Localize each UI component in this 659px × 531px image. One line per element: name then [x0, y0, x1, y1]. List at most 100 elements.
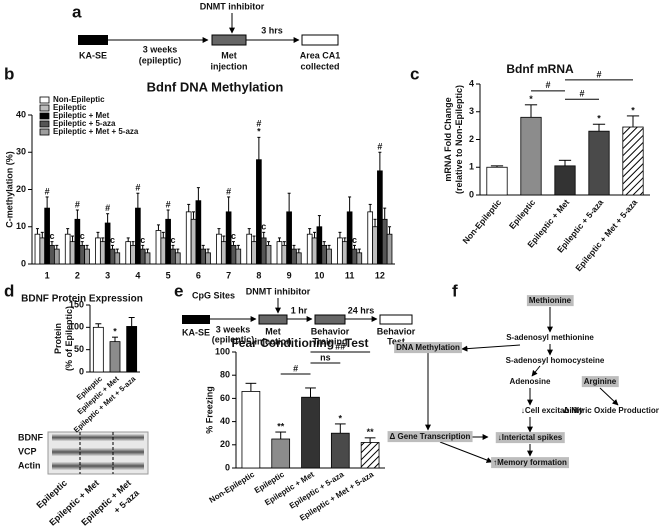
bar — [170, 248, 176, 265]
bar — [330, 432, 350, 469]
y-tick-label: 30 — [16, 147, 26, 157]
pathway-node: S-adenosyl methionine — [506, 333, 594, 342]
comparison-label: ## — [335, 341, 345, 351]
y-tick-label: 80 — [220, 370, 230, 380]
step-label: Behavior — [377, 326, 416, 336]
chart-panel: BDNF Protein Expression 0 50 100 150 Protein(… — [21, 294, 143, 435]
bar — [69, 241, 76, 265]
bar — [99, 241, 106, 265]
legend-swatch — [39, 96, 50, 104]
bar — [316, 226, 323, 265]
comparison-label: # — [596, 69, 601, 79]
legend-swatch — [39, 112, 50, 120]
y-tick-label: 0 — [21, 258, 26, 268]
x-tick-label: Non-Epileptic — [208, 470, 257, 505]
bar — [139, 248, 146, 265]
step-label: injection — [254, 336, 291, 346]
y-tick-label: 0 — [469, 189, 474, 199]
significance-label: # — [256, 119, 261, 129]
y-axis-label: (relative to Non-Epileptic) — [454, 85, 464, 194]
y-axis-label: % Freezing — [204, 386, 214, 434]
bar — [291, 248, 297, 265]
pathway-label: S-adenosyl methionine — [506, 333, 594, 342]
step-box — [314, 314, 346, 325]
panel-label: a — [72, 2, 82, 21]
y-axis-label: mRNA Fold Change — [443, 97, 453, 181]
inhibitor-label: DNMT inhibitor — [200, 1, 265, 11]
y-tick-label: 100 — [215, 346, 230, 356]
bar — [34, 233, 41, 265]
bar — [321, 244, 328, 265]
bar — [271, 438, 291, 469]
pathway-node: ↑Memory formation — [491, 457, 569, 469]
x-tick-label: 5 — [166, 270, 171, 280]
bar — [185, 211, 192, 265]
x-tick-label: Epileptic — [507, 197, 538, 231]
pathway-node: Adenosine — [510, 377, 551, 386]
y-tick-label: 40 — [16, 109, 26, 119]
bar — [520, 116, 542, 196]
step-label: (epileptic) — [139, 55, 182, 65]
blot-band — [52, 434, 144, 441]
panel-label: f — [452, 281, 458, 300]
significance-label: # — [75, 199, 80, 209]
bar — [114, 252, 121, 265]
bar — [216, 233, 222, 265]
bar — [74, 218, 81, 265]
pathway-label: Arginine — [584, 377, 617, 386]
bar — [39, 237, 46, 265]
step-box — [211, 34, 247, 46]
bar — [381, 218, 388, 265]
bar — [241, 391, 261, 469]
bar — [306, 233, 313, 265]
significance-label: c — [170, 235, 175, 245]
y-axis-label: Protein — [53, 323, 63, 354]
bar — [246, 233, 253, 265]
bar — [195, 200, 202, 265]
step-label: collected — [300, 61, 339, 71]
pathway-label: Δ Gene Transcription — [390, 432, 471, 441]
y-tick-label: 40 — [220, 416, 230, 426]
bar — [486, 166, 508, 196]
step-box — [301, 34, 339, 46]
bar — [622, 126, 644, 196]
comparison-label: ns — [320, 352, 331, 362]
timeline-e: DNMT inhibitor KA-SE 3 weeks (epileptic)… — [182, 286, 416, 346]
pathway-label: Δ Nitric Oxide Production — [563, 406, 659, 415]
x-tick-label: 8 — [256, 270, 261, 280]
bar — [200, 248, 207, 265]
bar — [367, 211, 374, 265]
bar — [109, 341, 121, 373]
arrow — [599, 387, 619, 406]
legend-swatch — [39, 128, 50, 136]
x-tick-label: 2 — [75, 270, 80, 280]
y-tick-label: 150 — [69, 299, 84, 309]
step-box — [182, 315, 210, 324]
blot-band — [52, 462, 144, 470]
significance-label: ** — [277, 421, 285, 431]
step-label: (epileptic) — [212, 334, 255, 344]
step-label: Area CA1 — [300, 50, 341, 60]
y-tick-label: 50 — [74, 344, 84, 354]
y-tick-label: 1 — [469, 162, 474, 172]
step-label: Met — [221, 50, 237, 60]
bar — [130, 244, 136, 265]
bar — [281, 244, 288, 265]
comparison-label: # — [545, 80, 550, 90]
y-tick-label: 20 — [220, 439, 230, 449]
y-tick-label: 4 — [469, 78, 474, 88]
bar — [311, 237, 318, 265]
pathway-box — [526, 295, 574, 307]
arrow — [461, 344, 521, 352]
significance-label: # — [45, 186, 50, 196]
bar — [144, 252, 151, 265]
pathway-label: S-adenosyl homocysteine — [506, 356, 605, 365]
y-tick-label: 0 — [79, 366, 84, 376]
legend-label: Epileptic + Met + 5-aza — [53, 127, 139, 136]
y-axis-label: C-methylation (%) — [4, 151, 14, 228]
panel-label: d — [4, 281, 14, 300]
bar — [53, 248, 60, 265]
pathway-label: DNA Methylation — [396, 343, 460, 352]
y-axis-label: (% of Epileptic) — [64, 306, 74, 371]
bar — [301, 396, 320, 469]
